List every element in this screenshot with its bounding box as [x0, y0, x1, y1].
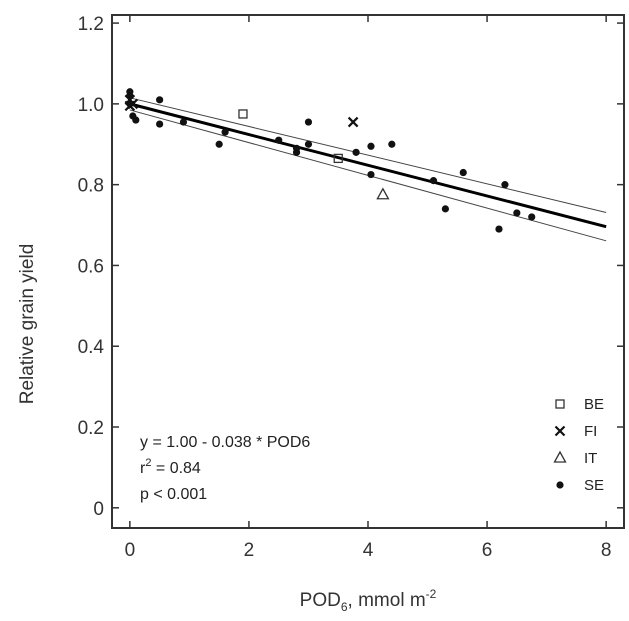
data-point-se [304, 140, 313, 148]
data-point-se [126, 92, 134, 100]
data-point-se [441, 205, 449, 213]
legend-marker-be [555, 399, 565, 409]
legend-label-it: IT [584, 450, 597, 467]
data-point-se [495, 225, 503, 233]
x-axis-label-main: POD [300, 590, 341, 611]
y-tick-label: 0 [93, 499, 104, 520]
upper-confidence-line [129, 97, 607, 214]
y-tick-label: 0.2 [78, 418, 104, 439]
confidence-band [129, 97, 607, 242]
y-tick-label: 1.2 [78, 14, 104, 35]
x-tick-label: 2 [244, 540, 255, 561]
y-tick-label: 0.8 [78, 176, 104, 197]
x-tick-label: 4 [363, 540, 374, 561]
axis-ticks [112, 15, 624, 528]
r-squared-main: r [140, 460, 146, 477]
y-tick-label: 0.6 [78, 256, 104, 277]
x-tick-label: 6 [482, 540, 493, 561]
legend-label-fi: FI [584, 423, 597, 440]
data-point-se [126, 100, 134, 108]
legend: BE FI IT SE [553, 396, 604, 494]
r-squared-value: = 0.84 [151, 460, 200, 477]
data-point-se [215, 140, 223, 148]
x-axis-label-superscript: -2 [426, 587, 437, 601]
data-point-se [221, 128, 229, 136]
data-points [124, 88, 536, 233]
data-point-se [501, 181, 509, 189]
x-tick-label: 8 [601, 540, 612, 561]
tick-labels: 0 2 4 6 8 0 0.2 0.4 0.6 0.8 1.0 1.2 [78, 14, 612, 561]
data-point-be [238, 109, 248, 119]
data-point-se [156, 96, 164, 104]
data-point-se [352, 148, 360, 156]
x-axis-label-tail: , mmol m [348, 590, 426, 611]
legend-marker-it [553, 450, 567, 463]
legend-label-se: SE [584, 477, 604, 494]
regression-equation: y = 1.00 - 0.038 * POD6 [140, 434, 310, 451]
data-point-be [333, 153, 343, 164]
y-tick-label: 1.0 [78, 95, 104, 116]
r-squared-sup: 2 [145, 457, 151, 469]
y-tick-label: 0.4 [78, 337, 105, 358]
data-point-se [304, 118, 313, 126]
data-point-se [528, 213, 536, 221]
x-axis-label-subscript: 6 [341, 600, 348, 614]
data-point-se [275, 136, 283, 144]
plot-frame [111, 14, 625, 529]
data-point-fi [347, 116, 359, 128]
legend-marker-fi [554, 425, 566, 437]
data-point-it [376, 187, 390, 200]
legend-marker-se [556, 481, 564, 489]
x-axis-label: POD6, mmol m-2 [300, 587, 437, 614]
data-point-se [388, 140, 396, 148]
data-point-se [292, 144, 301, 152]
data-point-se [513, 209, 521, 217]
legend-label-be: BE [584, 396, 604, 413]
data-point-se [367, 142, 375, 150]
regression-line [129, 102, 607, 229]
r-squared-label: r2 = 0.84 [140, 457, 201, 477]
data-point-se [132, 116, 140, 124]
data-point-se [367, 170, 375, 179]
y-axis-label: Relative grain yield [17, 244, 38, 405]
data-point-se [156, 120, 164, 128]
p-value-label: p < 0.001 [140, 486, 207, 503]
data-point-se [429, 177, 438, 185]
data-point-se [459, 168, 467, 177]
x-tick-label: 0 [125, 540, 136, 561]
data-point-se [179, 118, 188, 126]
